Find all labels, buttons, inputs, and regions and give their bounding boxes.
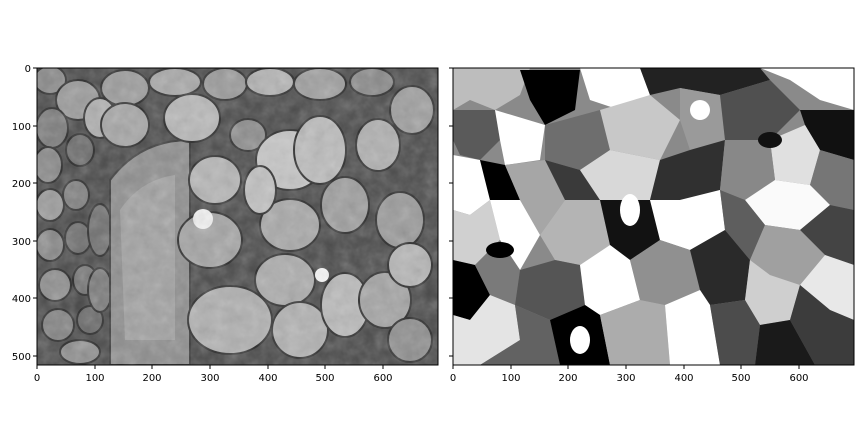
left-y-tick-0: 0 <box>25 64 31 75</box>
right-x-axis <box>452 365 800 369</box>
left-x-tick-500: 500 <box>315 373 334 384</box>
left-x-axis <box>36 365 384 369</box>
left-x-tick-300: 300 <box>200 373 219 384</box>
right-image-panel: 0 100 200 300 400 500 600 <box>449 67 855 384</box>
right-x-tick-200: 200 <box>558 373 577 384</box>
left-y-tick-300: 300 <box>12 237 31 248</box>
left-x-tick-600: 600 <box>373 373 392 384</box>
right-x-tick-0: 0 <box>450 373 456 384</box>
right-x-tick-300: 300 <box>616 373 635 384</box>
right-y-axis <box>449 67 453 357</box>
cell-photo <box>37 68 438 365</box>
right-plot-frame <box>452 67 855 366</box>
left-y-tick-400: 400 <box>12 294 31 305</box>
segmentation-map <box>453 68 854 365</box>
left-plot-frame <box>36 67 439 366</box>
left-y-tick-200: 200 <box>12 179 31 190</box>
left-x-tick-200: 200 <box>142 373 161 384</box>
left-image-panel: 0 100 200 300 400 500 600 0 100 200 300 … <box>12 64 439 384</box>
left-y-axis <box>33 67 37 357</box>
right-x-tick-500: 500 <box>731 373 750 384</box>
right-x-tick-100: 100 <box>501 373 520 384</box>
right-x-tick-600: 600 <box>789 373 808 384</box>
left-y-tick-100: 100 <box>12 122 31 133</box>
left-x-tick-100: 100 <box>85 373 104 384</box>
left-y-tick-500: 500 <box>12 352 31 363</box>
right-x-tick-400: 400 <box>674 373 693 384</box>
left-x-tick-0: 0 <box>34 373 40 384</box>
left-x-tick-400: 400 <box>258 373 277 384</box>
